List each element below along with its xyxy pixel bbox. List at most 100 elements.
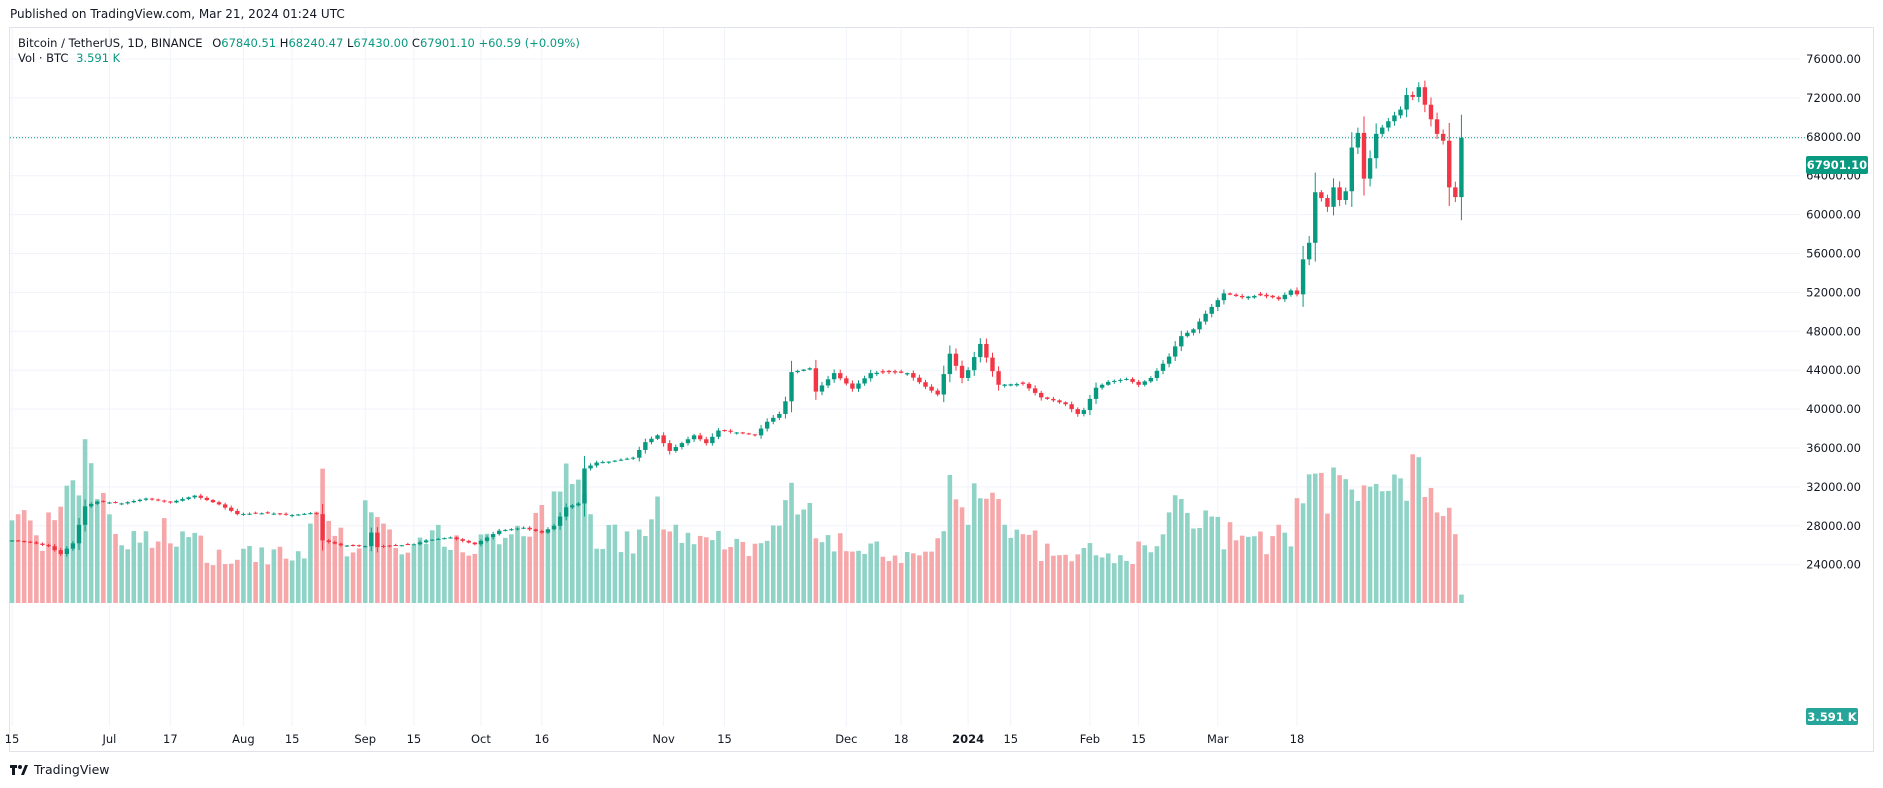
volume-bar — [1294, 498, 1300, 603]
volume-bar — [283, 558, 289, 603]
volume-bar — [923, 551, 928, 603]
volume-bar — [155, 541, 161, 603]
volume-bar — [1057, 555, 1062, 603]
candle-body — [630, 457, 636, 459]
candle-body — [978, 343, 983, 358]
symbol-legend: Bitcoin / TetherUS, 1D, BINANCE O67840.5… — [18, 34, 580, 52]
volume-bar — [1209, 516, 1215, 603]
volume-bar — [557, 491, 563, 603]
candle-body — [1209, 306, 1214, 314]
volume-bar — [984, 498, 989, 603]
volume-bar — [9, 520, 15, 603]
candle-body — [1264, 294, 1269, 297]
time-tick-label: 15 — [285, 732, 300, 746]
candle-body — [1197, 321, 1202, 330]
volume-bar — [545, 529, 551, 603]
price-tick-label: 72000.00 — [1806, 91, 1861, 105]
candle-body — [454, 537, 459, 540]
candle-body — [1392, 115, 1397, 122]
candle-body — [338, 543, 344, 546]
candle-body — [1325, 198, 1330, 207]
volume-bar — [600, 549, 606, 603]
candle-body — [417, 542, 423, 545]
volume-bar — [192, 532, 197, 603]
volume-bar — [1020, 534, 1026, 603]
volume-bar — [795, 514, 800, 603]
volume-bar — [88, 463, 94, 603]
volume-bar — [228, 563, 234, 603]
candle-body — [314, 513, 319, 515]
volume-bar — [344, 556, 350, 603]
volume-bar — [898, 562, 904, 603]
volume-bar — [1422, 496, 1428, 603]
volume-bar — [679, 542, 685, 603]
candle-body — [874, 372, 879, 375]
candle-body — [155, 499, 161, 501]
candle-body — [210, 500, 216, 503]
candle-body — [941, 374, 946, 395]
volume-bar — [1337, 475, 1342, 603]
volume-bar — [1245, 536, 1251, 603]
candle-body — [959, 365, 965, 378]
volume-bar — [521, 536, 526, 603]
volume-bar — [844, 551, 849, 603]
volume-bar — [734, 538, 740, 603]
candle-body — [1300, 259, 1306, 295]
candle-body — [216, 502, 222, 505]
candle-body — [82, 506, 88, 525]
volume-bar — [356, 548, 362, 603]
candle-body — [777, 413, 782, 418]
price-tick-label: 48000.00 — [1806, 324, 1861, 338]
volume-bar — [618, 552, 624, 603]
volume-bar — [886, 561, 892, 603]
volume-bar — [405, 552, 411, 603]
candle-body — [1215, 300, 1221, 307]
candle-body — [1367, 158, 1373, 179]
candle-body — [929, 386, 934, 391]
volume-bar — [533, 512, 539, 603]
candle-body — [649, 438, 654, 443]
candle-body — [448, 537, 453, 539]
candle-body — [472, 542, 478, 545]
volume-bar — [582, 493, 587, 603]
candle-body — [95, 501, 100, 504]
time-tick-label: Feb — [1080, 732, 1100, 746]
volume-bar — [1398, 478, 1403, 603]
volume-bar — [496, 544, 502, 603]
candle-body — [1319, 192, 1324, 199]
time-tick-label: 15 — [407, 732, 422, 746]
volume-bar — [460, 552, 465, 603]
candle-body — [350, 544, 356, 546]
volume-bar — [1410, 454, 1415, 603]
low-label: L — [346, 36, 354, 50]
candle-body — [886, 370, 892, 373]
volume-bar — [271, 549, 277, 603]
time-tick-label: Jul — [101, 732, 116, 746]
candle-body — [1373, 133, 1379, 159]
time-axis: 15 Jul 17 Aug 15 Sep 15 Oct 16 Nov 15 Dec 18 2024 15 Fe… — [5, 732, 1305, 746]
volume-bar — [740, 541, 746, 603]
candle-body — [850, 383, 855, 389]
candle-body — [710, 436, 715, 444]
candle-body — [460, 539, 465, 541]
brand-name: TradingView — [34, 762, 110, 777]
candle-body — [764, 421, 770, 429]
volume-bar — [1459, 594, 1464, 603]
volume-bar — [1051, 555, 1056, 603]
candle-body — [1239, 295, 1245, 298]
volume-bar — [466, 555, 472, 603]
candle-body — [947, 353, 953, 375]
candle-body — [222, 504, 228, 508]
volume-bar — [868, 543, 873, 603]
candle-body — [1331, 187, 1336, 207]
low-value: 67430.00 — [353, 36, 409, 50]
candle-body — [935, 390, 940, 395]
volume-bar — [777, 525, 782, 603]
candle-body — [174, 500, 179, 503]
candle-body — [825, 379, 831, 386]
candle-body — [1428, 104, 1434, 120]
volume-bar — [935, 538, 940, 603]
volume-bar — [764, 540, 770, 603]
candle-body — [612, 460, 618, 462]
